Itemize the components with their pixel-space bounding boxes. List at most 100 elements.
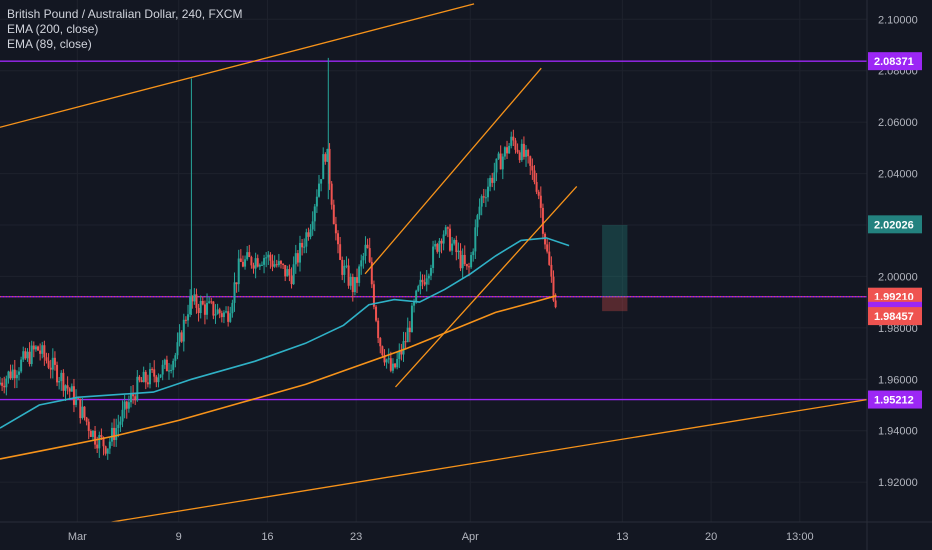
candle-body xyxy=(391,363,394,371)
candle-body xyxy=(444,227,447,235)
candle-body xyxy=(421,279,424,283)
candle-body xyxy=(104,446,107,454)
ema200-legend[interactable]: EMA (200, close) xyxy=(7,22,99,36)
position-tool[interactable] xyxy=(602,225,628,312)
price-tick-label: 2.10000 xyxy=(878,14,918,26)
candle-body xyxy=(170,369,173,371)
candle-body xyxy=(522,143,525,157)
price-tick-label: 2.04000 xyxy=(878,169,918,181)
candle-body xyxy=(102,437,105,447)
candle-body xyxy=(550,264,553,277)
candle-body xyxy=(254,258,257,269)
candle-body xyxy=(3,385,6,388)
candle-body xyxy=(11,369,14,379)
candle-body xyxy=(410,305,413,333)
candle-body xyxy=(212,301,215,316)
price-label-badge xyxy=(868,215,922,234)
candle-body xyxy=(341,259,344,275)
candle-body xyxy=(199,300,202,314)
chart-grid xyxy=(0,0,867,522)
candle-body xyxy=(389,358,392,371)
candle-body xyxy=(415,290,418,302)
candle-body xyxy=(453,240,456,244)
candle-body xyxy=(87,421,90,432)
price-label-text: 1.95212 xyxy=(874,395,914,407)
candle-body xyxy=(9,371,12,379)
candle-body xyxy=(165,359,168,372)
candle-body xyxy=(478,206,481,216)
candle-body xyxy=(144,371,147,383)
candle-body xyxy=(472,251,475,256)
candle-body xyxy=(231,302,234,314)
candle-body xyxy=(343,265,346,275)
candle-body xyxy=(20,359,23,372)
candle-body xyxy=(436,244,439,252)
candle-body xyxy=(470,255,473,268)
candle-body xyxy=(151,369,154,371)
candle-body xyxy=(493,172,496,183)
candle-body xyxy=(307,232,310,237)
candle-body xyxy=(531,165,534,171)
candle-body xyxy=(345,265,348,267)
candle-body xyxy=(432,246,435,268)
candle-body xyxy=(244,259,247,267)
candle-body xyxy=(368,248,371,262)
trend-lines[interactable] xyxy=(0,3,868,523)
candle-body xyxy=(81,406,84,419)
candle-body xyxy=(123,401,126,410)
candle-body xyxy=(0,382,1,385)
candle-body xyxy=(108,441,111,449)
candle-body xyxy=(248,252,251,258)
price-labels: 2.083712.020261.992161.9921001:57:421.98… xyxy=(868,52,922,409)
candle-body xyxy=(298,242,301,263)
symbol-title[interactable]: British Pound / Australian Dollar, 240, … xyxy=(7,7,243,21)
time-tick-label: Apr xyxy=(462,531,479,543)
candle-body xyxy=(301,242,304,248)
candle-body xyxy=(47,360,50,368)
candle-body xyxy=(548,251,551,265)
candle-body xyxy=(210,301,213,303)
price-tick-label: 2.06000 xyxy=(878,117,918,129)
time-tick-label: 13:00 xyxy=(786,531,814,543)
candle-body xyxy=(187,314,190,321)
candle-body xyxy=(337,233,340,245)
candle-body xyxy=(525,149,528,157)
candle-body xyxy=(206,302,209,315)
candle-body xyxy=(45,357,48,361)
candle-body xyxy=(438,240,441,252)
candle-body xyxy=(62,372,65,391)
candle-body xyxy=(250,257,253,266)
candle-body xyxy=(544,233,547,245)
candle-body xyxy=(279,261,282,264)
candle-body xyxy=(514,140,517,150)
trend-line xyxy=(394,185,578,388)
candle-body xyxy=(326,148,329,162)
candle-body xyxy=(448,228,451,251)
candle-body xyxy=(292,264,295,285)
candle-body xyxy=(241,261,244,267)
time-tick-label: 16 xyxy=(261,531,273,543)
candle-body xyxy=(364,244,367,256)
candle-body xyxy=(351,276,354,293)
candle-body xyxy=(267,254,270,258)
candle-body xyxy=(178,332,181,343)
candle-body xyxy=(383,355,386,363)
candle-body xyxy=(60,372,63,382)
candle-body xyxy=(282,263,285,265)
candle-body xyxy=(106,448,109,454)
candle-body xyxy=(58,381,61,383)
candle-body xyxy=(233,282,236,303)
candle-body xyxy=(26,351,29,359)
price-label-text: 1.98457 xyxy=(874,311,914,323)
candle-body xyxy=(506,147,509,154)
time-axis[interactable]: Mar 9 16 23 Apr 13 20 13:00 xyxy=(68,531,814,543)
candle-body xyxy=(119,421,122,425)
time-tick-label: Mar xyxy=(68,531,87,543)
candle-body xyxy=(24,351,27,359)
ema89-legend[interactable]: EMA (89, close) xyxy=(7,37,92,51)
price-label-text: 2.02026 xyxy=(874,219,914,231)
candle-body xyxy=(303,246,306,248)
candle-body xyxy=(22,351,25,360)
candle-body xyxy=(53,357,56,365)
